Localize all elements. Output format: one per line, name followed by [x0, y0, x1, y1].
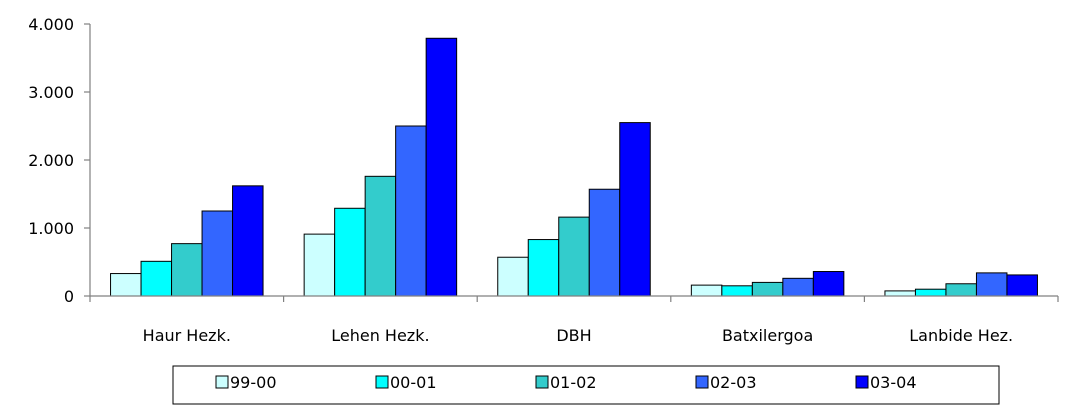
bar-02-03-2 [588, 188, 621, 297]
bar-03-04-2 [619, 122, 651, 297]
x-category-label: Lanbide Hez. [909, 326, 1013, 345]
bar-99-00-2 [497, 256, 529, 297]
bar-00-01-1 [334, 207, 366, 297]
bar-00-01-3 [721, 285, 753, 297]
legend-label-03-04: 03-04 [870, 373, 917, 392]
legend-swatch-00-01 [375, 375, 389, 389]
legend-label-00-01: 00-01 [390, 373, 437, 392]
bar-02-03-1 [395, 125, 427, 297]
bar-02-03-3 [782, 277, 814, 297]
legend: 99-00 00-01 01-02 02-03 03-04 [172, 365, 1000, 405]
y-tick-label: 2.000 [28, 151, 74, 170]
bar-00-01-4 [914, 288, 947, 297]
bar-03-04-0 [232, 185, 264, 297]
x-category-label: Lehen Hezk. [331, 326, 429, 345]
y-tick-label: 0 [64, 287, 74, 306]
x-category-label: Haur Hezk. [143, 326, 231, 345]
bar-00-01-0 [140, 260, 173, 297]
legend-swatch-03-04 [855, 375, 869, 389]
legend-label-02-03: 02-03 [710, 373, 757, 392]
bars-layer [110, 37, 1038, 297]
bar-99-00-0 [110, 273, 142, 297]
bar-02-03-0 [201, 210, 234, 297]
legend-label-99-00: 99-00 [230, 373, 277, 392]
bar-02-03-4 [975, 272, 1008, 297]
x-category-label: DBH [556, 326, 591, 345]
x-category-label: Batxilergoa [722, 326, 813, 345]
legend-swatch-02-03 [695, 375, 709, 389]
y-tick-label: 1.000 [28, 219, 74, 238]
y-tick-label: 3.000 [28, 83, 74, 102]
bar-01-02-0 [171, 243, 203, 297]
y-tick-label: 4.000 [28, 15, 74, 34]
bar-99-00-4 [884, 290, 916, 297]
bar-03-04-4 [1006, 274, 1038, 297]
legend-swatch-99-00 [215, 375, 229, 389]
x-category-labels: Haur Hezk. Lehen Hezk. DBH Batxilergoa Lanbi… [143, 326, 1013, 345]
axes-layer [84, 23, 1059, 302]
legend-swatch-01-02 [535, 375, 549, 389]
y-tick-labels: 0 1.000 2.000 3.000 4.000 [28, 15, 74, 306]
bar-03-04-1 [425, 37, 458, 297]
bar-99-00-3 [690, 284, 723, 297]
bar-01-02-2 [558, 216, 590, 297]
bar-01-02-3 [751, 281, 784, 297]
bar-99-00-1 [303, 233, 336, 297]
bar-03-04-3 [812, 271, 845, 297]
legend-label-01-02: 01-02 [550, 373, 597, 392]
bar-00-01-2 [527, 239, 560, 297]
bar-01-02-4 [945, 283, 977, 297]
bar-01-02-1 [364, 175, 397, 297]
